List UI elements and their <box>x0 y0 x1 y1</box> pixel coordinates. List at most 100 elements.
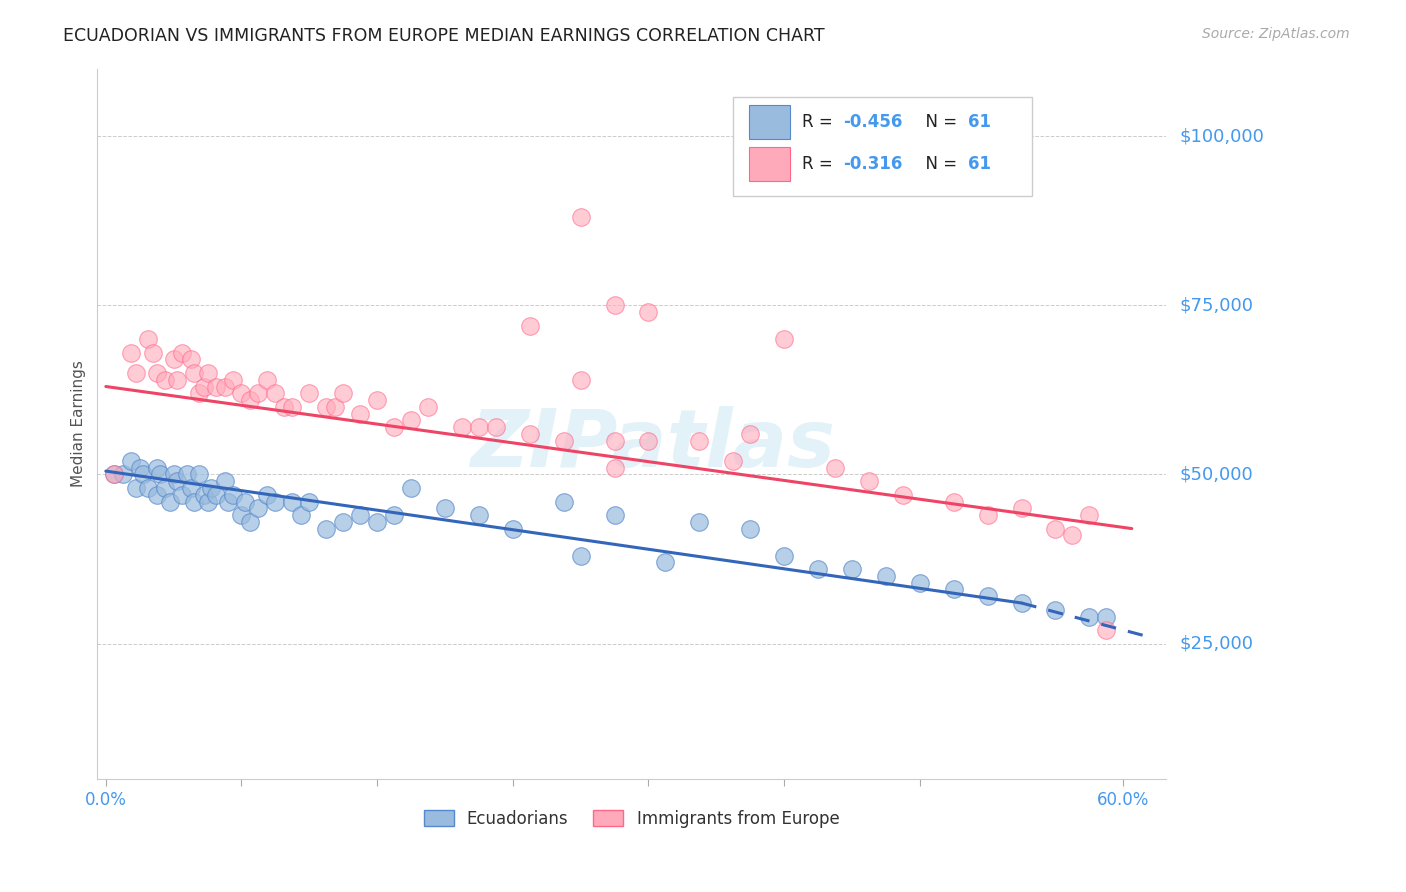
Point <box>214 379 236 393</box>
Point <box>1062 528 1084 542</box>
Point <box>136 332 159 346</box>
Point <box>553 434 575 448</box>
Point <box>172 488 194 502</box>
Point <box>553 494 575 508</box>
Point <box>349 508 371 522</box>
Point <box>366 515 388 529</box>
Point <box>942 494 965 508</box>
Point <box>841 562 863 576</box>
Point <box>120 345 142 359</box>
Point <box>1078 508 1101 522</box>
Y-axis label: Median Earnings: Median Earnings <box>72 360 86 487</box>
Point <box>231 386 253 401</box>
Point <box>273 400 295 414</box>
Point <box>688 515 710 529</box>
Point <box>298 494 321 508</box>
Point <box>142 345 165 359</box>
Point <box>654 556 676 570</box>
Point <box>145 460 167 475</box>
Point <box>153 481 176 495</box>
Point <box>222 373 245 387</box>
Point <box>132 467 155 482</box>
Point <box>103 467 125 482</box>
Point <box>569 373 592 387</box>
Point <box>1095 609 1118 624</box>
Point <box>569 211 592 225</box>
Text: ZIPatlas: ZIPatlas <box>471 406 835 484</box>
Point <box>976 508 998 522</box>
Text: 61: 61 <box>969 155 991 173</box>
Text: -0.316: -0.316 <box>844 155 903 173</box>
Point <box>603 508 626 522</box>
Point <box>315 400 337 414</box>
Point <box>1011 596 1033 610</box>
Point <box>180 352 202 367</box>
Point <box>247 386 270 401</box>
Point <box>349 407 371 421</box>
Point <box>891 488 914 502</box>
FancyBboxPatch shape <box>733 97 1032 196</box>
Point <box>332 386 354 401</box>
Point <box>603 460 626 475</box>
Point <box>382 420 405 434</box>
Point <box>468 508 491 522</box>
Point <box>603 298 626 312</box>
Point <box>773 549 796 563</box>
Point <box>233 494 256 508</box>
Point <box>315 522 337 536</box>
Text: 61: 61 <box>969 112 991 131</box>
Text: N =: N = <box>915 155 962 173</box>
Text: R =: R = <box>803 155 838 173</box>
Point <box>180 481 202 495</box>
Point <box>416 400 439 414</box>
Point <box>502 522 524 536</box>
Point <box>145 488 167 502</box>
Point <box>264 494 287 508</box>
Point <box>332 515 354 529</box>
Point <box>239 392 262 407</box>
Point <box>136 481 159 495</box>
Point <box>205 379 228 393</box>
Point <box>399 481 422 495</box>
Point <box>1078 609 1101 624</box>
Point <box>176 467 198 482</box>
Legend: Ecuadorians, Immigrants from Europe: Ecuadorians, Immigrants from Europe <box>416 803 846 835</box>
Point <box>281 494 304 508</box>
Point <box>976 589 998 603</box>
Point <box>125 366 148 380</box>
Text: Source: ZipAtlas.com: Source: ZipAtlas.com <box>1202 27 1350 41</box>
Point <box>399 413 422 427</box>
Point <box>942 582 965 597</box>
Point <box>120 454 142 468</box>
Point <box>193 379 215 393</box>
Point <box>824 460 846 475</box>
Point <box>188 386 211 401</box>
Point <box>197 366 219 380</box>
Point <box>290 508 312 522</box>
Text: $100,000: $100,000 <box>1180 128 1264 145</box>
Point <box>159 494 181 508</box>
Point <box>519 318 541 333</box>
Text: ECUADORIAN VS IMMIGRANTS FROM EUROPE MEDIAN EARNINGS CORRELATION CHART: ECUADORIAN VS IMMIGRANTS FROM EUROPE MED… <box>63 27 825 45</box>
Point <box>125 481 148 495</box>
Text: $25,000: $25,000 <box>1180 634 1254 653</box>
Point <box>128 460 150 475</box>
Text: $75,000: $75,000 <box>1180 296 1254 314</box>
Point <box>1045 522 1067 536</box>
Point <box>217 494 239 508</box>
Point <box>256 488 278 502</box>
Point <box>1045 603 1067 617</box>
Point <box>183 494 205 508</box>
Point <box>281 400 304 414</box>
FancyBboxPatch shape <box>749 147 790 181</box>
Point <box>111 467 134 482</box>
Point <box>231 508 253 522</box>
Point <box>773 332 796 346</box>
Point <box>323 400 346 414</box>
Text: N =: N = <box>915 112 962 131</box>
Point <box>875 569 897 583</box>
Point <box>723 454 745 468</box>
FancyBboxPatch shape <box>749 104 790 139</box>
Point <box>193 488 215 502</box>
Point <box>205 488 228 502</box>
